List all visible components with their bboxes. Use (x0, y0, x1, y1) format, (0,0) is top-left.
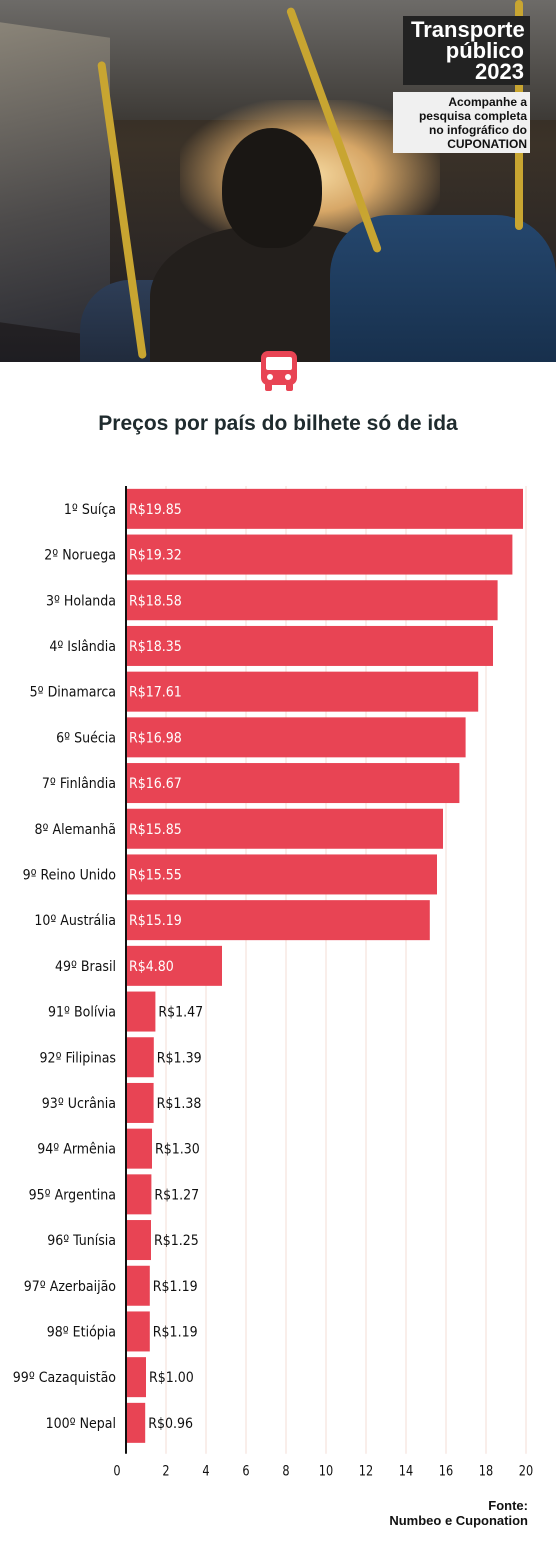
x-tick-label: 12 (359, 1464, 373, 1480)
bar (126, 1265, 150, 1306)
category-label: 8º Alemanhã (35, 822, 116, 838)
title-line: Transporte (411, 17, 525, 42)
x-tick-label: 2 (162, 1464, 169, 1480)
subtitle-line: CUPONATION (447, 137, 527, 151)
category-label: 3º Holanda (46, 593, 116, 609)
source-credit: Fonte: Numbeo e Cuponation (389, 1498, 528, 1528)
value-label: R$1.38 (157, 1096, 202, 1112)
x-tick-label: 16 (439, 1464, 453, 1480)
bar (126, 1311, 150, 1352)
value-label: R$1.47 (158, 1005, 203, 1021)
x-tick-label: 10 (319, 1464, 333, 1480)
value-label: R$18.35 (129, 639, 182, 655)
labels: 0 2 4 6 8 10 12 14 16 18 20 1º Suíça R$19.85 2º Norue… (13, 486, 533, 1480)
bar (126, 945, 222, 986)
source-line: Numbeo e Cuponation (389, 1513, 528, 1528)
bar (126, 580, 498, 621)
x-tick-label: 14 (399, 1464, 413, 1480)
x-tick-label: 4 (202, 1464, 209, 1480)
category-label: 92º Filipinas (40, 1050, 116, 1066)
category-label: 99º Cazaquistão (13, 1370, 116, 1386)
category-label: 6º Suécia (56, 730, 116, 746)
bar (126, 1128, 152, 1169)
bar (126, 1174, 152, 1215)
bar-chart: 0 2 4 6 8 10 12 14 16 18 20 1º Suíça R$19.85 2º Norue… (13, 486, 533, 1480)
value-label: R$1.30 (155, 1142, 200, 1158)
bar (126, 1037, 154, 1078)
category-label: 98º Etiópia (47, 1324, 116, 1340)
value-label: R$17.61 (129, 685, 182, 701)
category-label: 4º Islândia (49, 639, 116, 655)
category-label: 94º Armênia (37, 1142, 116, 1158)
value-label: R$0.96 (148, 1416, 193, 1432)
passenger-head (222, 128, 322, 248)
x-tick-label: 18 (479, 1464, 493, 1480)
x-tick-label: 20 (519, 1464, 533, 1480)
subtitle-line: no infográfico do (429, 123, 527, 137)
category-label: 7º Finlândia (42, 776, 116, 792)
value-label: R$1.39 (157, 1050, 202, 1066)
bar (126, 854, 437, 895)
value-label: R$1.19 (153, 1324, 198, 1340)
x-tick-label: 6 (242, 1464, 249, 1480)
value-label: R$19.85 (129, 502, 182, 518)
category-label: 5º Dinamarca (30, 685, 116, 701)
bar (126, 900, 430, 941)
value-label: R$1.00 (149, 1370, 194, 1386)
category-label: 95º Argentina (29, 1187, 116, 1203)
category-label: 2º Noruega (44, 548, 116, 564)
subtitle-line: Acompanhe a (448, 95, 527, 109)
bar (126, 534, 513, 575)
bar (126, 808, 443, 849)
x-tick-label: 0 (113, 1464, 120, 1480)
category-label: 91º Bolívia (48, 1005, 116, 1021)
value-label: R$1.19 (153, 1279, 198, 1295)
value-label: R$19.32 (129, 548, 182, 564)
category-label: 93º Ucrânia (42, 1096, 116, 1112)
bar (126, 991, 156, 1032)
chart-title: Preços por país do bilhete só de ida (98, 412, 458, 435)
value-label: R$15.19 (129, 913, 182, 929)
bus-icon (261, 351, 297, 391)
bar (126, 1402, 146, 1443)
bar (126, 625, 493, 666)
title-line: público (445, 38, 524, 63)
title-line: 2023 (475, 59, 524, 84)
value-label: R$16.67 (129, 776, 182, 792)
value-label: R$18.58 (129, 593, 182, 609)
bus-window (0, 22, 110, 338)
category-label: 49º Brasil (55, 959, 116, 975)
bar (126, 1220, 151, 1261)
bar (126, 671, 479, 712)
infographic-title: Transporte público 2023 (403, 16, 530, 85)
bar (126, 488, 523, 529)
value-label: R$4.80 (129, 959, 174, 975)
x-tick-label: 8 (282, 1464, 289, 1480)
category-label: 96º Tunísia (47, 1233, 116, 1249)
source-line: Fonte: (488, 1498, 528, 1513)
category-label: 10º Austrália (34, 913, 116, 929)
bar (126, 1082, 154, 1123)
subtitle-line: pesquisa completa (418, 109, 527, 123)
category-label: 100º Nepal (46, 1416, 116, 1432)
infographic-subtitle: Acompanhe a pesquisa completa no infográ… (393, 92, 530, 153)
value-label: R$1.25 (154, 1233, 199, 1249)
category-label: 97º Azerbaijão (24, 1279, 117, 1295)
value-label: R$15.85 (129, 822, 182, 838)
category-label: 1º Suíça (64, 502, 116, 518)
value-label: R$15.55 (129, 867, 182, 883)
category-label: 9º Reino Unido (23, 867, 117, 883)
bus-seat-right (330, 215, 556, 362)
value-label: R$16.98 (129, 730, 182, 746)
bar (126, 1357, 146, 1398)
bar (126, 763, 460, 804)
bars (126, 488, 523, 1443)
hero-photo: Transporte público 2023 Acompanhe a pesq… (0, 0, 556, 362)
value-label: R$1.27 (154, 1187, 199, 1203)
bar (126, 717, 466, 758)
